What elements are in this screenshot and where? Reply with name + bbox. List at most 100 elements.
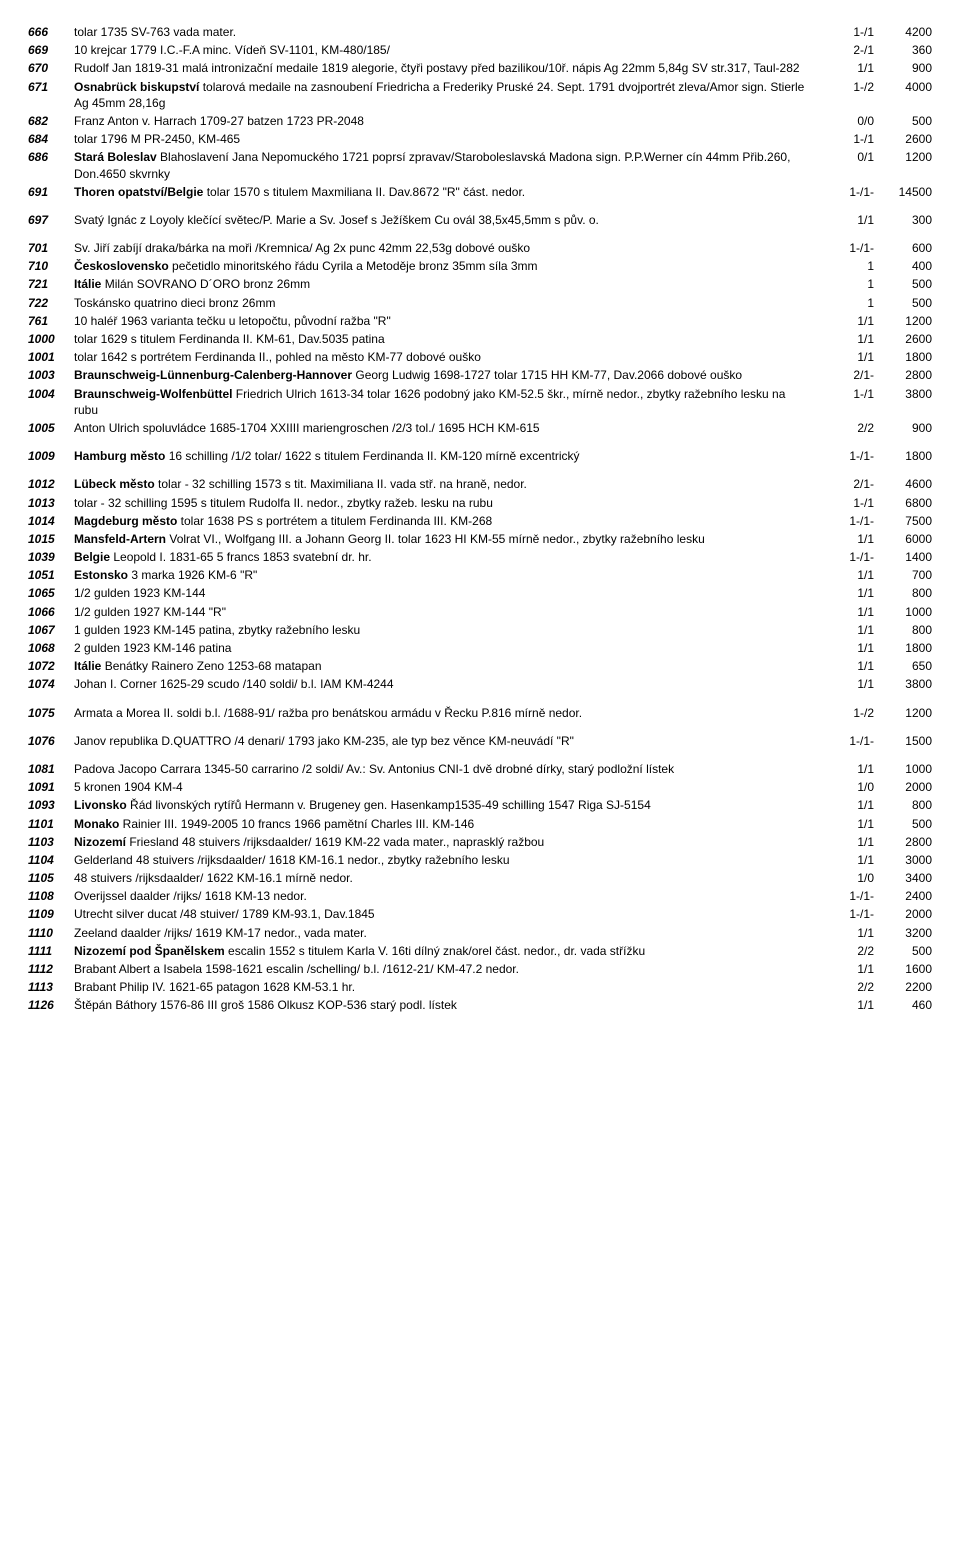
lot-description: Utrecht silver ducat /48 stuiver/ 1789 K… [74,906,818,922]
table-row: 1009Hamburg město 16 schilling /1/2 tola… [28,448,932,464]
price: 360 [874,42,932,58]
price: 500 [874,295,932,311]
lot-description: tolar 1796 M PR-2450, KM-465 [74,131,818,147]
lot-number: 1104 [28,852,74,868]
price: 2600 [874,131,932,147]
table-row: 1126Štěpán Báthory 1576-86 III groš 1586… [28,997,932,1013]
lot-number: 1068 [28,640,74,656]
grade: 1-/1- [818,733,874,749]
lot-description: Braunschweig-Lünnenburg-Calenberg-Hannov… [74,367,818,383]
price: 650 [874,658,932,674]
table-row: 1072Itálie Benátky Rainero Zeno 1253-68 … [28,658,932,674]
table-row: 1000tolar 1629 s titulem Ferdinanda II. … [28,331,932,347]
lot-number: 1009 [28,448,74,464]
lot-number: 721 [28,276,74,292]
lot-number: 682 [28,113,74,129]
lot-number: 1081 [28,761,74,777]
price: 3200 [874,925,932,941]
grade: 1-/1- [818,448,874,464]
lot-number: 1112 [28,961,74,977]
price: 1500 [874,733,932,749]
price: 4600 [874,476,932,492]
lot-number: 1105 [28,870,74,886]
price: 1800 [874,640,932,656]
table-row: 1111Nizozemí pod Španělskem escalin 1552… [28,943,932,959]
table-row: 1074Johan I. Corner 1625-29 scudo /140 s… [28,676,932,692]
table-row: 1104Gelderland 48 stuivers /rijksdaalder… [28,852,932,868]
grade: 1/1 [818,531,874,547]
lot-number: 1111 [28,943,74,959]
grade: 1-/2 [818,79,874,95]
lot-description: Brabant Philip IV. 1621-65 patagon 1628 … [74,979,818,995]
lot-number: 701 [28,240,74,256]
grade: 1-/1- [818,240,874,256]
grade: 1/1 [818,961,874,977]
lot-number: 1015 [28,531,74,547]
lot-description: 10 haléř 1963 varianta tečku u letopočtu… [74,313,818,329]
grade: 1/1 [818,997,874,1013]
table-row: 1001tolar 1642 s portrétem Ferdinanda II… [28,349,932,365]
lot-description: 2 gulden 1923 KM-146 patina [74,640,818,656]
grade: 2/2 [818,420,874,436]
grade: 1-/1 [818,24,874,40]
grade: 0/0 [818,113,874,129]
lot-description: Johan I. Corner 1625-29 scudo /140 soldi… [74,676,818,692]
price: 4000 [874,79,932,95]
price: 2200 [874,979,932,995]
grade: 1-/1 [818,386,874,402]
lot-number: 1039 [28,549,74,565]
table-row: 10671 gulden 1923 KM-145 patina, zbytky … [28,622,932,638]
grade: 1/1 [818,622,874,638]
table-row: 1076Janov republika D.QUATTRO /4 denari/… [28,733,932,749]
price: 400 [874,258,932,274]
table-row: 1051Estonsko 3 marka 1926 KM-6 "R"1/1700 [28,567,932,583]
lot-description: Franz Anton v. Harrach 1709-27 batzen 17… [74,113,818,129]
lot-number: 1003 [28,367,74,383]
grade: 0/1 [818,149,874,165]
price: 1800 [874,448,932,464]
table-row: 1014Magdeburg město tolar 1638 PS s port… [28,513,932,529]
lot-description: Štěpán Báthory 1576-86 III groš 1586 Olk… [74,997,818,1013]
table-row: 1003Braunschweig-Lünnenburg-Calenberg-Ha… [28,367,932,383]
lot-number: 761 [28,313,74,329]
lot-description: Osnabrück biskupství tolarová medaile na… [74,79,818,111]
grade: 1-/2 [818,705,874,721]
price: 2000 [874,906,932,922]
lot-number: 669 [28,42,74,58]
price: 1000 [874,761,932,777]
grade: 1/1 [818,349,874,365]
table-row: 1039Belgie Leopold I. 1831-65 5 francs 1… [28,549,932,565]
grade: 1/1 [818,212,874,228]
lot-description: Zeeland daalder /rijks/ 1619 KM-17 nedor… [74,925,818,941]
grade: 1-/1- [818,888,874,904]
lot-number: 1066 [28,604,74,620]
price: 6000 [874,531,932,547]
grade: 1 [818,258,874,274]
table-row: 722Toskánsko quatrino dieci bronz 26mm15… [28,295,932,311]
lot-number: 671 [28,79,74,95]
lot-number: 1051 [28,567,74,583]
lot-number: 1113 [28,979,74,995]
lot-number: 697 [28,212,74,228]
price: 2600 [874,331,932,347]
grade: 1-/1- [818,513,874,529]
grade: 1/1 [818,834,874,850]
price: 3800 [874,386,932,402]
price: 3000 [874,852,932,868]
table-row: 671Osnabrück biskupství tolarová medaile… [28,79,932,111]
lot-description: Thoren opatství/Belgie tolar 1570 s titu… [74,184,818,200]
lot-number: 691 [28,184,74,200]
grade: 1-/1- [818,906,874,922]
price: 1400 [874,549,932,565]
lot-description: Sv. Jiří zabíjí draka/bárka na moři /Kre… [74,240,818,256]
price: 1000 [874,604,932,620]
lot-number: 1014 [28,513,74,529]
lot-description: Anton Ulrich spoluvládce 1685-1704 XXIII… [74,420,818,436]
lot-number: 1108 [28,888,74,904]
lot-description: Magdeburg město tolar 1638 PS s portréte… [74,513,818,529]
price: 1600 [874,961,932,977]
lot-description: Monako Rainier III. 1949-2005 10 francs … [74,816,818,832]
price: 2800 [874,367,932,383]
price: 2400 [874,888,932,904]
price: 800 [874,622,932,638]
